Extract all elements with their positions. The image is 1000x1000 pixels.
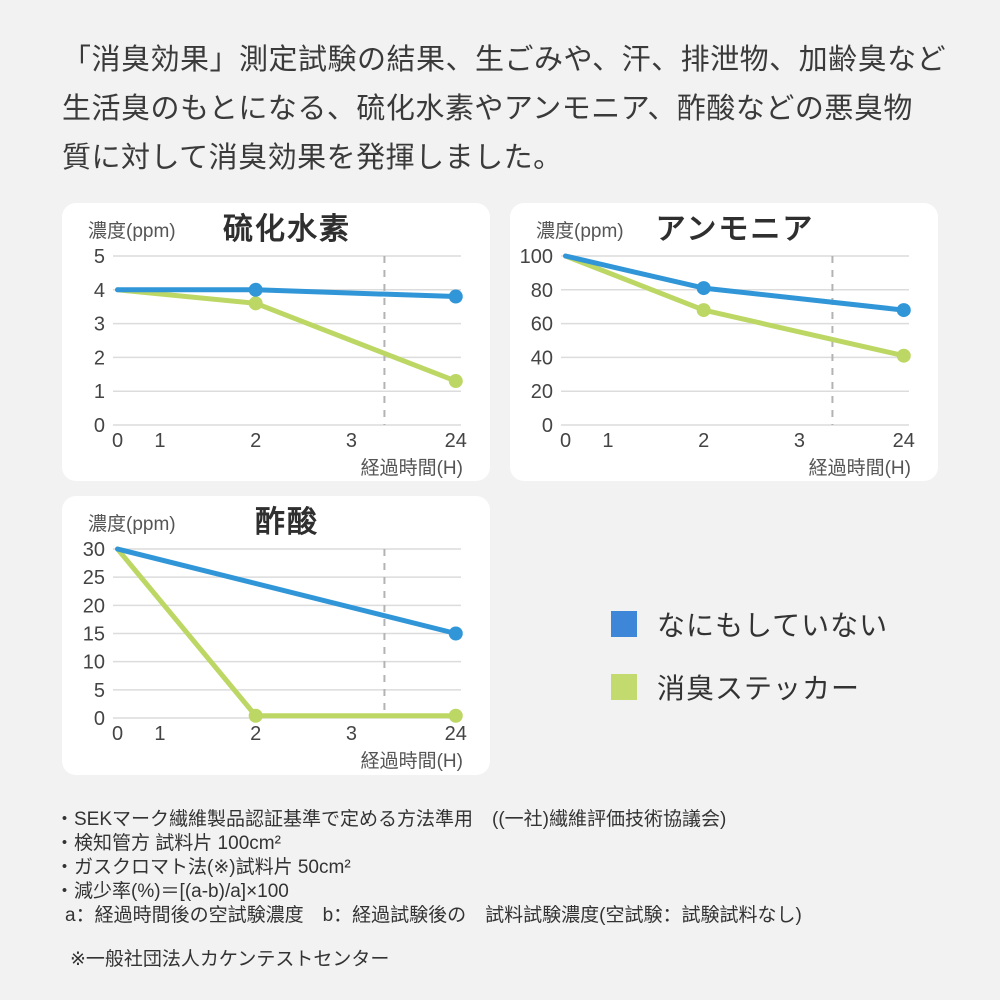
x-tick-label: 3	[346, 430, 357, 452]
y-tick-label: 0	[94, 415, 105, 437]
x-tick-label: 3	[794, 430, 805, 452]
data-point	[248, 282, 263, 297]
chart-plot-ammonia: 100 80 60 40 20 00 1 2 3 24 経過時間(H)	[520, 249, 915, 479]
chart-header: 濃度(ppm) 酢酸	[62, 496, 490, 542]
legend-swatch-green	[611, 674, 637, 700]
heading-line-1: 「消臭効果」測定試験の結果、生ごみや、汗、排泄物、加齢臭など	[62, 44, 947, 76]
y-tick-label: 60	[531, 314, 553, 336]
x-tick-label: 3	[346, 723, 357, 745]
footnote-line: ・減少率(%)＝[(a-b)/a]×100	[55, 881, 289, 902]
page-heading: 「消臭効果」測定試験の結果、生ごみや、汗、排泄物、加齢臭など 生活臭のもとになる、…	[62, 36, 952, 183]
y-tick-label: 15	[83, 624, 105, 646]
y-tick-label: 20	[531, 381, 553, 403]
x-tick-label: 24	[445, 430, 467, 452]
x-tick-label: 0	[112, 430, 123, 452]
x-axis-title: 経過時間(H)	[361, 457, 463, 479]
y-tick-label: 3	[94, 314, 105, 336]
chart-header: 濃度(ppm) アンモニア	[510, 203, 938, 249]
legend-label: 消臭ステッカー	[657, 673, 861, 704]
data-point	[448, 626, 463, 641]
data-point	[248, 708, 263, 723]
chart-header: 濃度(ppm) 硫化水素	[62, 203, 490, 249]
legend-item-deodorant-sticker: 消臭ステッカー	[611, 667, 888, 707]
y-axis-label: 濃度(ppm)	[536, 221, 624, 242]
y-tick-label: 5	[94, 680, 105, 702]
data-point	[448, 289, 463, 304]
y-tick-label: 1	[94, 381, 105, 403]
footnote-line: ・SEKマーク繊維製品認証基準で定める方法準用 ((一社)繊維評価技術協議会)	[55, 809, 727, 830]
series-line	[115, 287, 459, 384]
y-tick-label: 2	[94, 347, 105, 369]
chart-title: アンモニア	[655, 213, 815, 246]
data-point	[696, 303, 711, 318]
x-tick-label: 2	[698, 430, 709, 452]
x-tick-label: 1	[602, 430, 613, 452]
footnote-line: ・ガスクロマト法(※)試料片 50cm²	[55, 857, 351, 878]
data-point	[896, 303, 911, 318]
legend-swatch-blue	[611, 611, 637, 637]
x-tick-label: 1	[154, 723, 165, 745]
data-point	[896, 348, 911, 363]
data-point	[248, 296, 263, 311]
footnotes: ・SEKマーク繊維製品認証基準で定める方法準用 ((一社)繊維評価技術協議会) …	[55, 808, 955, 928]
y-tick-label: 4	[94, 280, 105, 302]
footnote-line: ・検知管方 試料片 100cm²	[55, 833, 281, 854]
data-point	[696, 281, 711, 296]
x-tick-label: 2	[250, 430, 261, 452]
y-axis-label: 濃度(ppm)	[88, 221, 176, 242]
y-axis-label: 濃度(ppm)	[88, 514, 176, 535]
series-line	[115, 546, 459, 636]
data-point	[448, 708, 463, 723]
series-line	[115, 546, 459, 719]
x-axis-title: 経過時間(H)	[809, 457, 911, 479]
legend: なにもしていない 消臭ステッカー	[611, 604, 888, 730]
chart-title: 酢酸	[255, 506, 319, 539]
y-tick-label: 30	[83, 542, 105, 561]
y-tick-label: 0	[94, 708, 105, 730]
x-tick-label: 0	[112, 723, 123, 745]
chart-panel-ammonia: 濃度(ppm) アンモニア 100 80 60 40 20 0 0 1 2 3 24 経過時間(H)	[510, 203, 938, 481]
footnote-line: a：経過時間後の空試験濃度 b：経過試験後の 試料試験濃度(空試験：試験試料なし…	[65, 905, 802, 926]
x-tick-label: 2	[250, 723, 261, 745]
data-point	[448, 374, 463, 389]
chart-plot-hydrogen-sulfide: 5 4 3 2 1 00 1 2 3 24 経過時間(H)	[94, 249, 467, 479]
y-tick-label: 40	[531, 347, 553, 369]
y-tick-label: 0	[542, 415, 553, 437]
x-tick-label: 1	[154, 430, 165, 452]
x-tick-label: 0	[560, 430, 571, 452]
heading-line-3: 質に対して消臭効果を発揮しました。	[62, 142, 563, 174]
y-tick-label: 10	[83, 652, 105, 674]
heading-line-2: 生活臭のもとになる、硫化水素やアンモニア、酢酸などの悪臭物	[62, 93, 913, 125]
chart-panel-acetic-acid: 濃度(ppm) 酢酸 30 25 20 15 10 5 0 0 1 2 3 24 経過時間(H)	[62, 496, 490, 775]
x-axis-title: 経過時間(H)	[361, 750, 463, 772]
x-tick-label: 24	[445, 723, 467, 745]
y-tick-label: 20	[83, 595, 105, 617]
source-note: ※一般社団法人カケンテストセンター	[70, 949, 390, 970]
series-line	[563, 253, 907, 313]
y-tick-label: 5	[94, 249, 105, 268]
chart-panel-hydrogen-sulfide: 濃度(ppm) 硫化水素 5 4 3 2 1 0 0 1 2 3 24 経過時間(H)	[62, 203, 490, 481]
y-tick-label: 25	[83, 567, 105, 589]
y-tick-label: 100	[520, 249, 553, 268]
chart-title: 硫化水素	[223, 213, 351, 246]
y-tick-label: 80	[531, 280, 553, 302]
legend-label: なにもしていない	[657, 610, 889, 641]
legend-item-untreated: なにもしていない	[611, 604, 888, 644]
x-tick-label: 24	[893, 430, 915, 452]
